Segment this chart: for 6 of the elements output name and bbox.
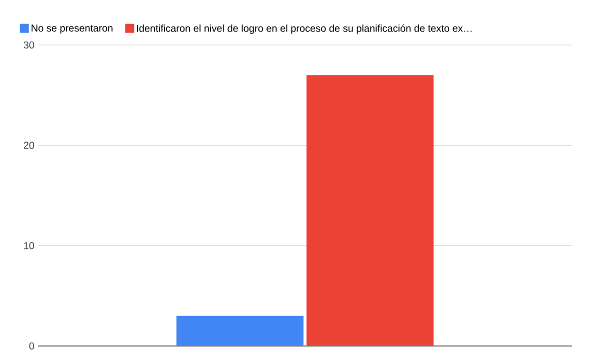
y-tick-label: 10 [24,242,34,250]
legend-label: Identificaron el nivel de logro en el proceso de su planificación de texto ex… [137,24,472,34]
y-tick-label: 20 [24,142,34,149]
y-tick-label: 30 [24,41,34,49]
legend-label: No se presentaron [32,24,112,34]
y-tick-label: 0 [29,342,34,350]
